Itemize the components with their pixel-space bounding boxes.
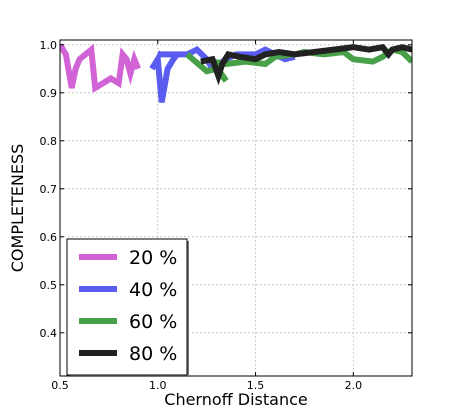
plot-frame — [59, 39, 413, 377]
x-tick-label: 0.5 — [51, 379, 69, 392]
y-tick-label: 0.6 — [40, 231, 58, 244]
series-line-2 — [149, 45, 296, 103]
x-axis-label: Chernoff Distance — [164, 390, 307, 409]
legend-label: 60 % — [129, 311, 177, 333]
legend-label: 80 % — [129, 343, 177, 365]
x-tick-label: 2.0 — [345, 379, 363, 392]
y-tick-label: 1.0 — [40, 39, 58, 52]
x-tick-label: 1.5 — [247, 379, 265, 392]
series-line-4 — [200, 43, 412, 86]
legend: 20 % 40 % 60 % 80 % — [66, 238, 189, 377]
legend-label: 40 % — [129, 279, 177, 301]
x-tick-label: 1.0 — [149, 379, 167, 392]
series-layer — [60, 43, 412, 103]
y-axis-label: COMPLETENESS — [8, 144, 27, 273]
ticks-layer: 0.5 1.0 1.5 2.0 0.4 0.5 0.6 0.7 0.8 0.9 1.0 — [40, 39, 412, 392]
y-tick-label: 0.4 — [40, 327, 58, 340]
y-tick-label: 0.9 — [40, 87, 58, 100]
legend-label: 20 % — [129, 247, 177, 269]
y-tick-label: 0.7 — [40, 183, 58, 196]
y-tick-label: 0.5 — [40, 279, 58, 292]
y-tick-label: 0.8 — [40, 135, 58, 148]
series-line-1 — [60, 43, 141, 94]
